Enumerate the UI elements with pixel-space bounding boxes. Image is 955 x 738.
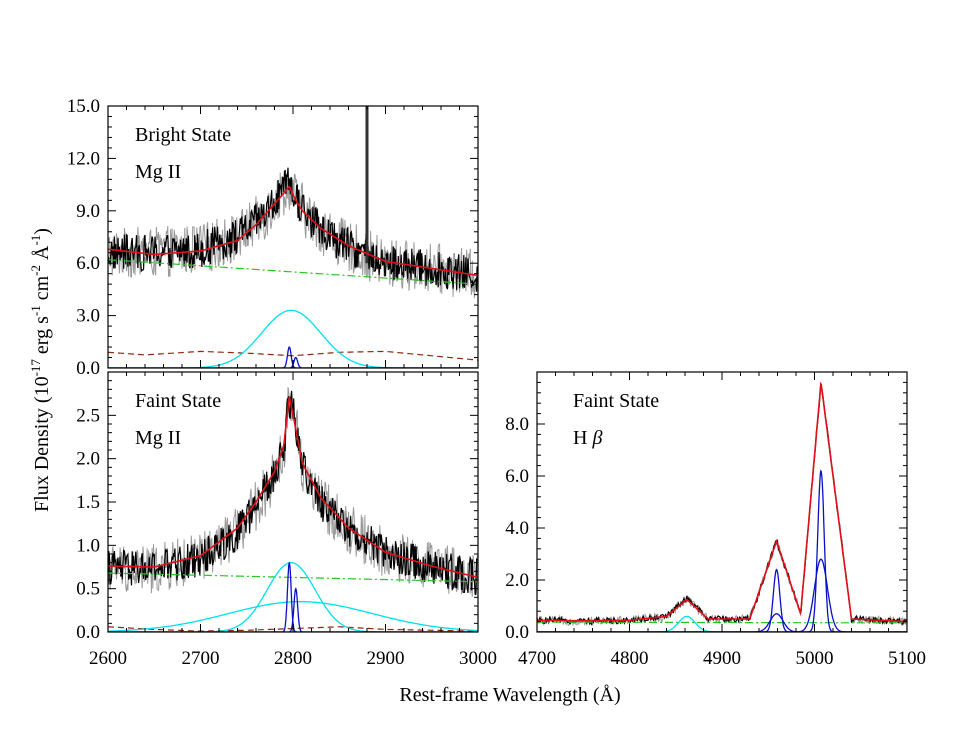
y-tick-label: 9.0	[76, 201, 100, 222]
y-tick-label: 0.5	[76, 579, 100, 600]
y-tick-label: 3.0	[76, 306, 100, 327]
x-tick-label: 5100	[888, 648, 926, 669]
y-tick-label: 0.0	[76, 622, 100, 643]
x-tick-label: 2800	[274, 648, 312, 669]
plot-area	[108, 387, 478, 632]
y-tick-label: 2.5	[76, 405, 100, 426]
y-tick-label: 2.0	[76, 449, 100, 470]
data-series	[537, 383, 907, 626]
panel-bottom-right: 0.0 2.0 4.0 6.0 8.0 4700 4800 4900 5000 5100 Faint…	[505, 371, 926, 669]
panel-annotation: Mg II	[135, 427, 181, 449]
panel-annotation: H β	[573, 427, 602, 449]
y-tick-label: 2.0	[505, 570, 529, 591]
power-law-series	[537, 621, 907, 624]
x-tick-label: 2600	[89, 648, 127, 669]
power-law-series	[108, 572, 478, 583]
fe-template-series	[108, 350, 478, 361]
data-error-series	[537, 384, 907, 627]
total-fit-series	[108, 185, 478, 277]
broad-component-series	[108, 601, 478, 632]
y-tick-label: 8.0	[505, 414, 529, 435]
panel-top-left: 0.0 3.0 6.0 9.0 12.0 15.0 Bright State Mg II	[67, 96, 479, 379]
plot-area	[537, 381, 907, 632]
power-law-series	[108, 259, 478, 285]
x-tick-label: 2900	[367, 648, 405, 669]
y-tick-label: 12.0	[67, 148, 100, 169]
x-tick-label: 2700	[182, 648, 220, 669]
broad-component-series	[108, 309, 478, 368]
y-tick-label: 6.0	[76, 253, 100, 274]
x-tick-label: 3000	[459, 648, 497, 669]
y-axis-title: Flux Density (10-17 erg s-1 cm-2 Å-1)	[28, 228, 53, 512]
y-tick-label: 15.0	[67, 96, 100, 117]
y-tick-label: 4.0	[505, 518, 529, 539]
panel-annotation: Mg II	[135, 161, 181, 183]
panel-annotation: Faint State	[573, 390, 659, 412]
x-axis-title: Rest-frame Wavelength (Å)	[399, 684, 620, 706]
total-fit-series	[537, 381, 907, 623]
panel-annotation: Bright State	[135, 124, 231, 146]
narrow-component-series	[108, 587, 478, 632]
y-tick-label: 1.0	[76, 535, 100, 556]
y-tick-label: 1.5	[76, 492, 100, 513]
data-error-series	[108, 172, 478, 299]
y-tick-label: 0.0	[76, 358, 100, 379]
total-fit-series	[108, 396, 478, 579]
y-tick-label: 6.0	[505, 466, 529, 487]
narrow-component-series	[537, 469, 907, 632]
y-tick-label: 0.0	[505, 622, 529, 643]
x-tick-label: 4900	[703, 648, 741, 669]
x-tick-label: 5000	[796, 648, 834, 669]
x-tick-label: 4800	[611, 648, 649, 669]
data-series	[108, 167, 478, 292]
x-tick-label: 4700	[518, 648, 556, 669]
broad-component-series	[108, 562, 478, 632]
panel-bottom-left: 0.0 0.5 1.0 1.5 2.0 2.5 2600 2700 2800 2900 3000 Fa…	[76, 371, 497, 669]
panel-annotation: Faint State	[135, 390, 221, 412]
